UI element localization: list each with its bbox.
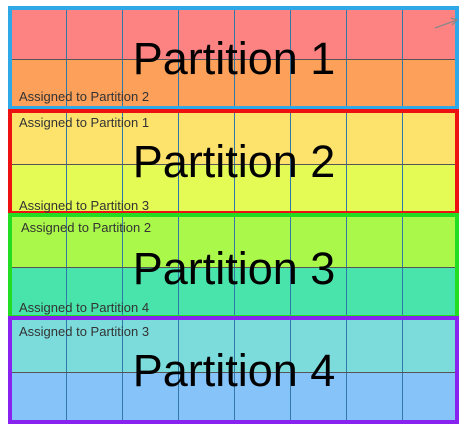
assignment-label: Assigned to Partition 3 <box>19 324 150 339</box>
partition-1-box <box>8 6 459 110</box>
grid-row-line <box>10 267 458 268</box>
arrow-icon <box>434 17 459 29</box>
partition-1-title: Partition 1 <box>132 33 336 84</box>
grid-row-line <box>10 59 458 60</box>
partition-4-title: Partition 4 <box>132 345 336 396</box>
grid-row-line <box>10 164 458 165</box>
assignment-label: Assigned to Partition 2 <box>19 89 150 104</box>
assignment-label: Assigned to Partition 4 <box>19 300 150 315</box>
assignment-label: Assigned to Partition 2 <box>21 220 152 235</box>
grid-row-line <box>10 372 458 373</box>
partition-2-title: Partition 2 <box>132 136 336 187</box>
partition-3-title: Partition 3 <box>132 243 336 294</box>
assignment-label: Assigned to Partition 1 <box>19 115 150 130</box>
assignment-label: Assigned to Partition 3 <box>19 198 150 213</box>
partition-4-box <box>8 316 459 424</box>
